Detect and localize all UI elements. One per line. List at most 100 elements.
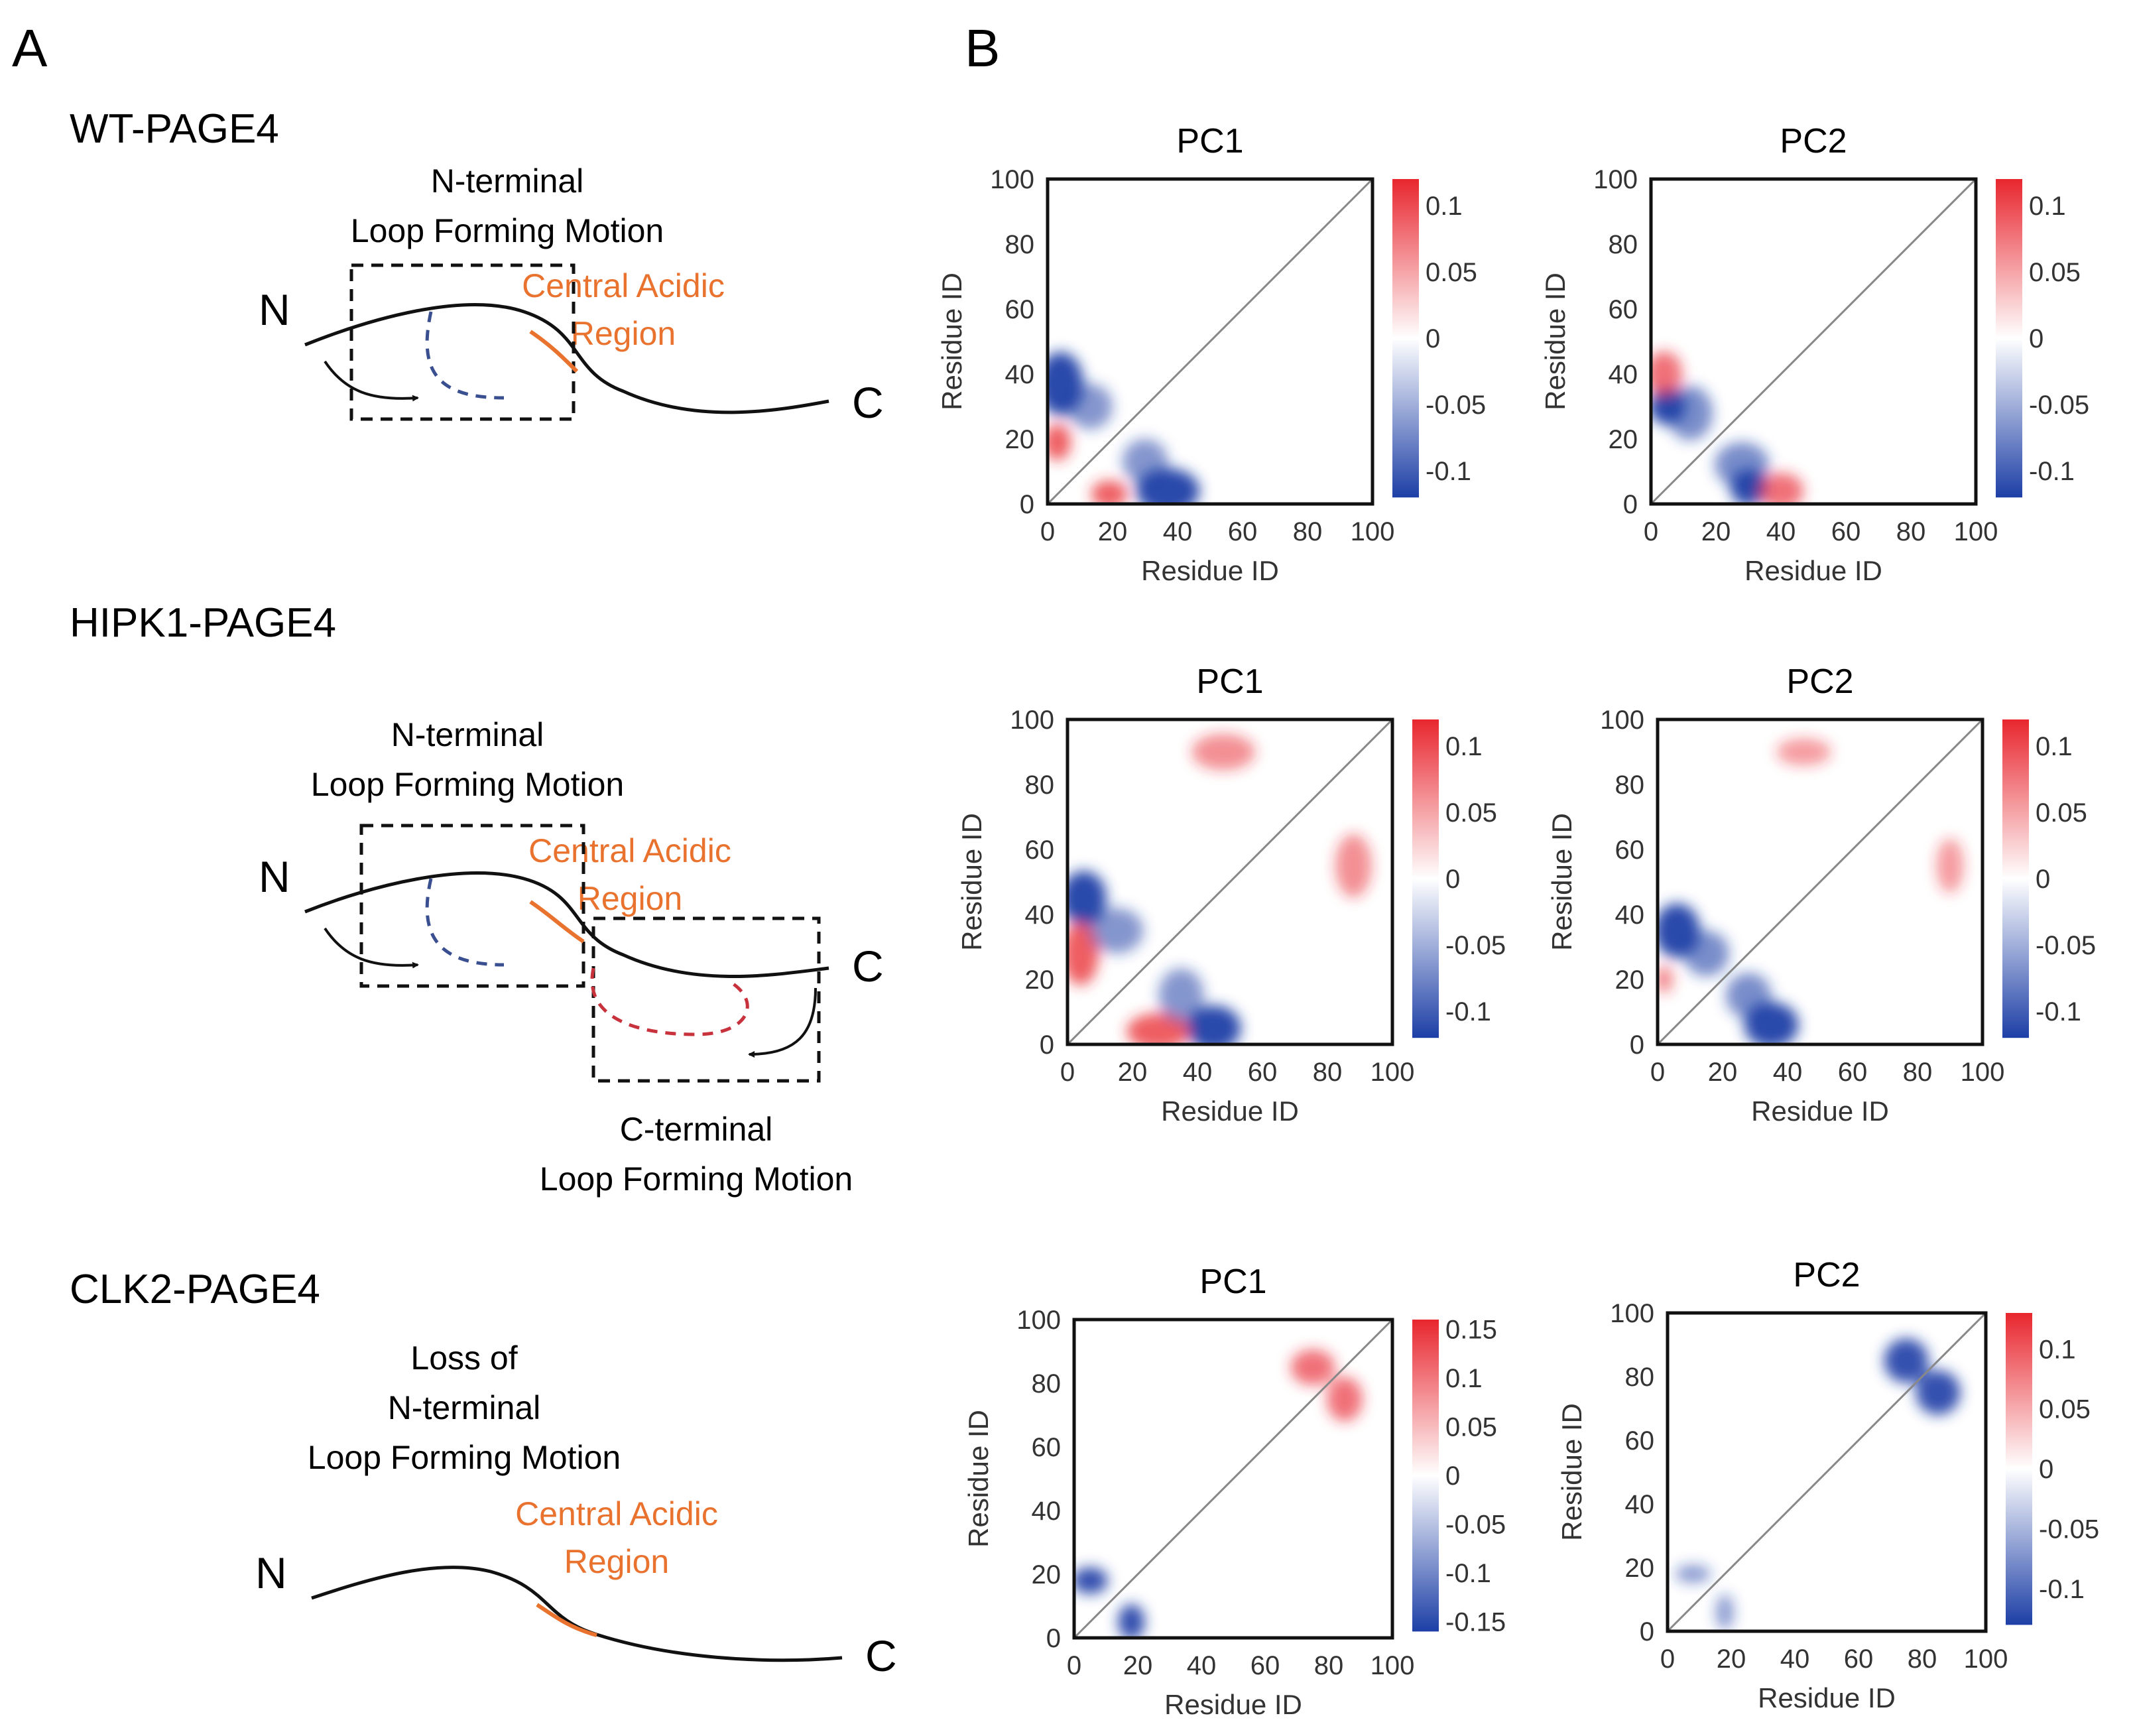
heatmap-blob	[1048, 424, 1071, 461]
heatmap-blobs	[1048, 351, 1200, 504]
heatmap-blob	[1122, 439, 1168, 485]
heatmap-blobs	[1074, 1349, 1363, 1638]
n-terminal-loop	[425, 878, 505, 967]
y-tick-label: 60	[1025, 836, 1055, 865]
y-tick-label: 20	[1025, 965, 1055, 995]
colorbar-tick-label: 0.05	[1445, 798, 1497, 828]
colorbar-tick-label: 0.05	[1426, 258, 1477, 287]
heatmap-blob	[1186, 1005, 1241, 1044]
plot-frame	[1656, 717, 1984, 1046]
diagonal-line	[1656, 718, 1984, 1046]
y-tick-label: 100	[1016, 1306, 1061, 1335]
colorbar-tick-label: 0	[2029, 324, 2043, 353]
colorbar-tick-label: 0.1	[1445, 732, 1483, 761]
x-tick-label: 40	[1773, 1058, 1803, 1087]
x-tick-label: 60	[1250, 1651, 1280, 1680]
colorbar-tick-label: -0.1	[1426, 457, 1471, 486]
region-label-line: Region	[564, 1543, 669, 1580]
y-tick-label: 100	[1593, 165, 1638, 194]
c-terminal-motion-box	[591, 916, 821, 1083]
heatmap-title: PC2	[1786, 662, 1853, 701]
heatmap-blob	[1091, 480, 1128, 504]
colorbar-tick-label: -0.1	[1445, 1559, 1491, 1588]
y-tick-label: 60	[1609, 295, 1638, 324]
x-tick-label: 100	[1351, 517, 1395, 546]
heatmap-blob	[1074, 1567, 1108, 1594]
y-axis-label: Residue ID	[1540, 273, 1571, 410]
heatmap-panel: PC2 0 20 40 60 80 100 0 20 40 60 80 100 Residue ID Res…	[1556, 1256, 2099, 1713]
y-tick-label: 80	[1032, 1369, 1062, 1398]
y-tick-label: 20	[1609, 425, 1638, 454]
y-tick-label: 60	[1625, 1426, 1655, 1456]
diagonal-line	[1073, 1318, 1394, 1639]
colorbar-tick-label: 0.05	[1445, 1413, 1497, 1442]
heatmap-title: PC1	[1176, 122, 1243, 160]
plot-frame	[1649, 177, 1978, 506]
heatmap-panel: PC1 0 20 40 60 80 100 0 20 40 60 80 100 Residue ID Res…	[963, 1263, 1506, 1720]
x-tick-label: 80	[1896, 517, 1926, 546]
heatmap-blob	[1884, 1338, 1929, 1383]
region-label-line: Region	[578, 880, 682, 917]
y-tick-label: 60	[1032, 1433, 1062, 1462]
central-acidic-segment	[536, 1603, 597, 1637]
x-tick-label: 0	[1067, 1651, 1081, 1680]
heatmap-blob	[1089, 908, 1144, 954]
colorbar	[1412, 1320, 1439, 1632]
colorbar	[1392, 179, 1419, 498]
n-terminal-loop	[425, 311, 505, 400]
colorbar-tick-label: 0	[2036, 865, 2050, 894]
y-tick-label: 0	[1046, 1624, 1061, 1653]
heatmap-blob	[1667, 385, 1713, 440]
x-tick-label: 20	[1123, 1651, 1153, 1680]
heatmap-blob	[1118, 1604, 1145, 1638]
protein-chain	[311, 1566, 843, 1662]
motion-label-line: N-terminal	[388, 1389, 541, 1426]
colorbar-tick-label: 0.1	[2036, 732, 2073, 761]
heatmap-blob	[1675, 1565, 1711, 1583]
heatmap-title: PC1	[1199, 1263, 1266, 1301]
y-tick-label: 0	[1640, 1617, 1654, 1646]
n-terminus-label: N	[259, 285, 290, 334]
y-tick-label: 20	[1032, 1560, 1062, 1589]
colorbar-tick-label: -0.05	[2039, 1515, 2099, 1544]
x-axis-label: Residue ID	[1161, 1095, 1299, 1127]
x-tick-label: 100	[1954, 517, 1998, 546]
y-tick-label: 40	[1025, 900, 1055, 930]
colorbar-tick-label: -0.05	[1445, 1511, 1506, 1540]
schematic-title: WT-PAGE4	[70, 106, 279, 152]
motion-label-line: N-terminal	[431, 162, 584, 200]
y-tick-label: 80	[1005, 230, 1035, 259]
colorbar-tick-label: -0.05	[2029, 391, 2089, 420]
y-tick-label: 40	[1005, 360, 1035, 389]
n-terminus-label: N	[255, 1548, 287, 1597]
y-tick-label: 20	[1005, 425, 1035, 454]
protein-chain	[304, 303, 829, 414]
diagonal-line	[1650, 178, 1977, 505]
schematic-title: HIPK1-PAGE4	[70, 600, 336, 646]
x-axis-label: Residue ID	[1141, 555, 1279, 586]
heatmap-blobs	[1651, 351, 1804, 504]
colorbar-tick-label: -0.05	[2036, 931, 2096, 960]
heatmap-blob	[1683, 930, 1729, 977]
motion-label-line: N-terminal	[391, 716, 544, 753]
x-axis-label: Residue ID	[1758, 1682, 1896, 1713]
c-terminal-loop	[590, 967, 749, 1036]
colorbar-tick-label: 0.05	[2039, 1395, 2091, 1424]
heatmap-blob	[1715, 442, 1770, 488]
x-tick-label: 40	[1163, 517, 1193, 546]
x-axis-label: Residue ID	[1744, 555, 1882, 586]
colorbar	[2002, 719, 2029, 1038]
heatmap-blobs	[1675, 1338, 1961, 1631]
heatmap-blob	[1715, 1594, 1734, 1631]
colorbar-tick-label: -0.1	[2029, 457, 2075, 486]
plot-frame	[1072, 1318, 1394, 1640]
colorbar-tick-label: 0.1	[1426, 192, 1463, 221]
x-tick-label: 80	[1313, 1058, 1343, 1087]
c-terminus-label: C	[852, 942, 884, 991]
heatmap-panels: PC1 0 20 40 60 80 100 0 20 40 60 80 100 Residue ID Res…	[936, 122, 2099, 1720]
motion-arrow	[324, 927, 419, 969]
colorbar	[1412, 719, 1439, 1038]
heatmap-blob	[1067, 383, 1113, 430]
protein-chain	[304, 871, 829, 978]
